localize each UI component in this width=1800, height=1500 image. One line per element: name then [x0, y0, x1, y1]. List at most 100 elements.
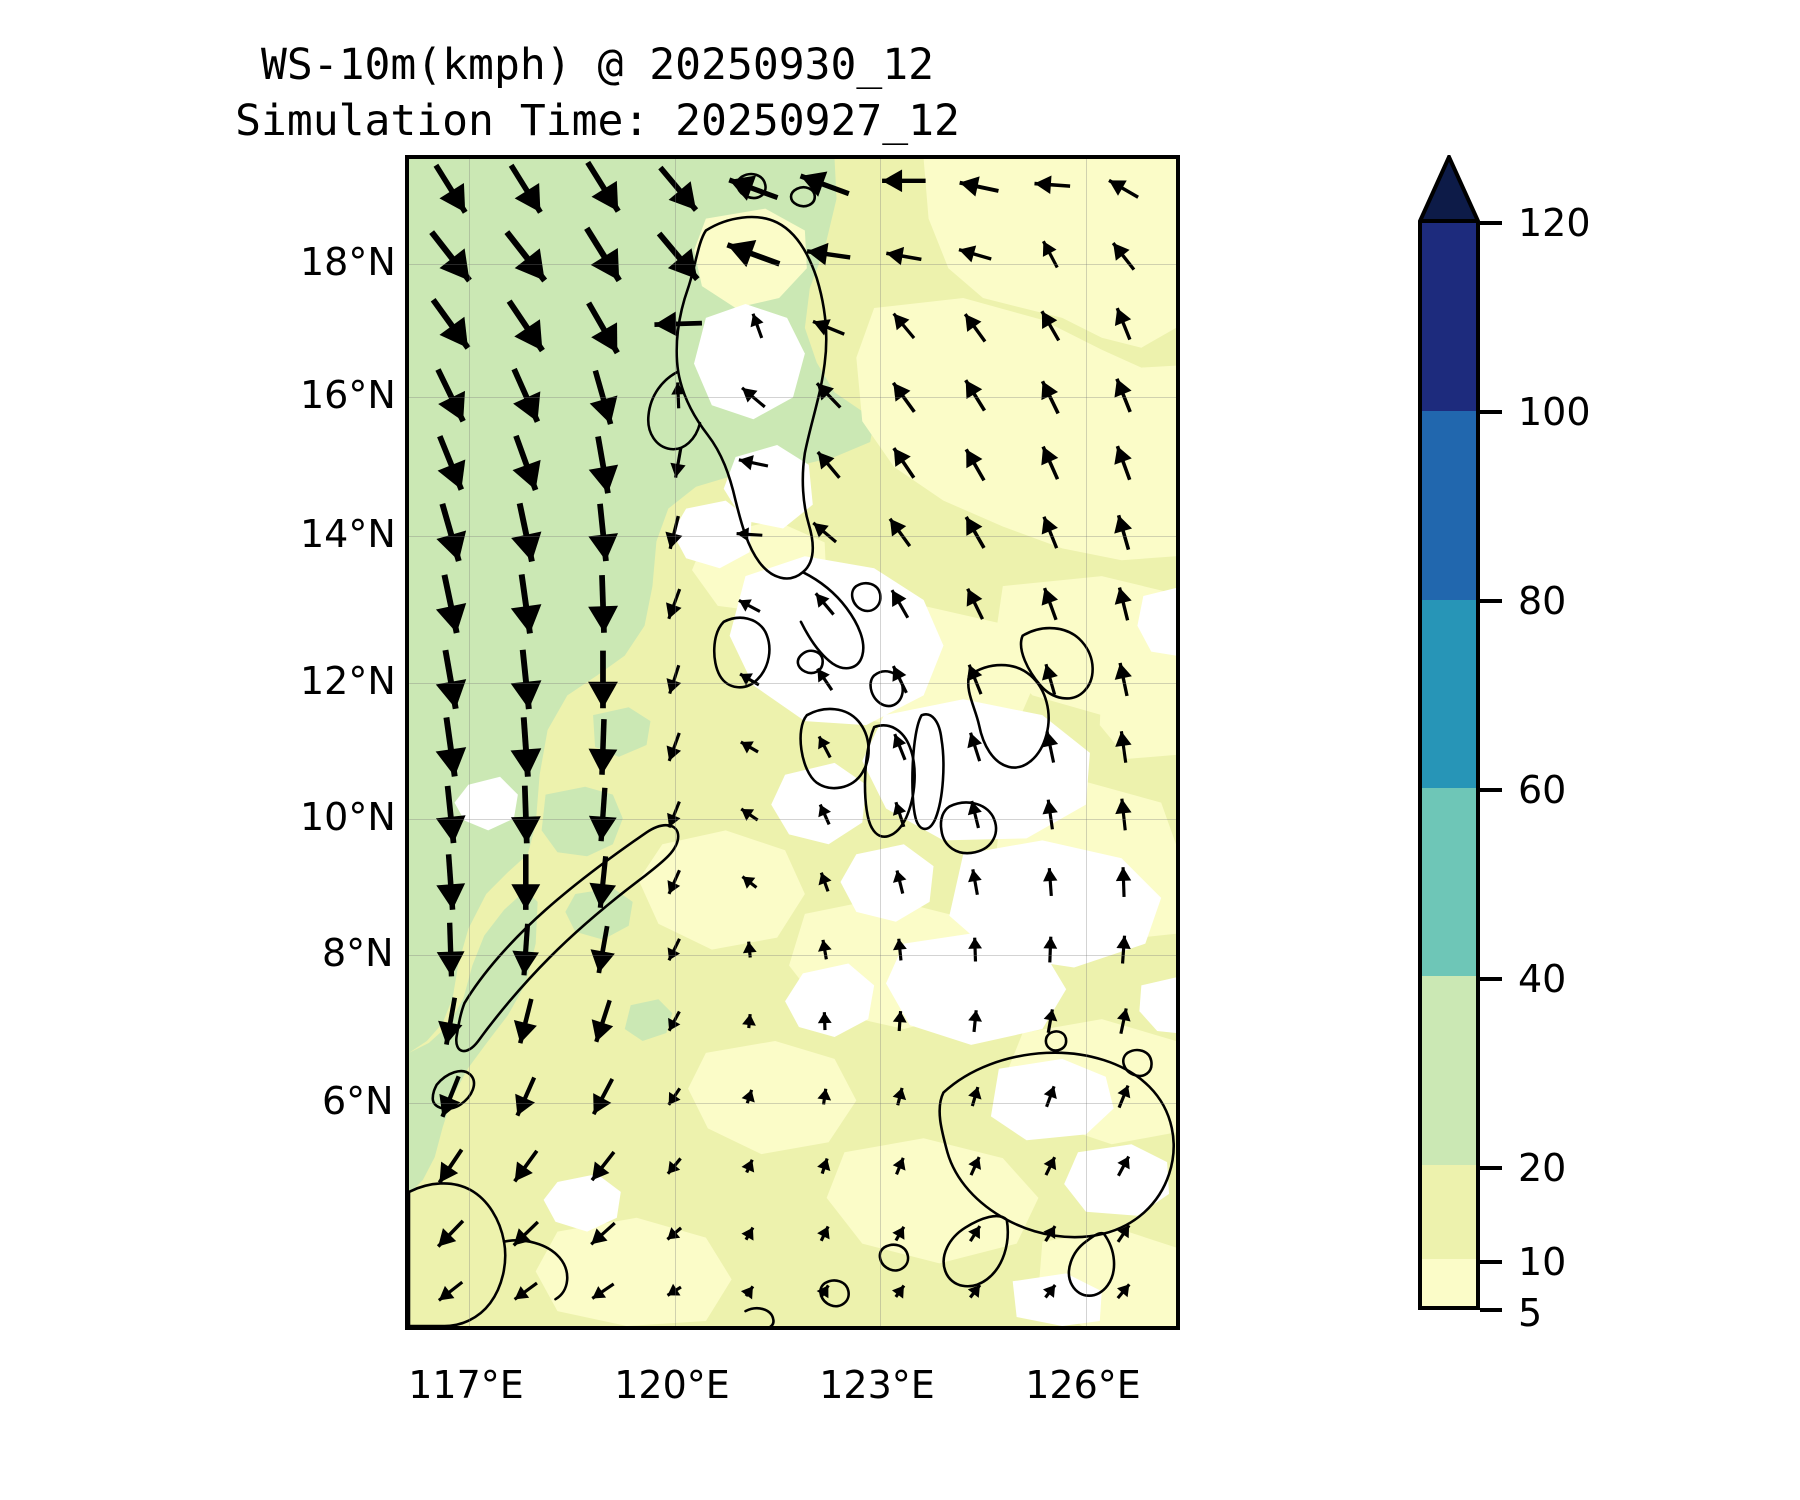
wind-arrow-head: [666, 602, 682, 619]
wind-arrow-head: [1114, 446, 1132, 465]
wind-arrow-head: [592, 1286, 607, 1299]
wind-arrow-head: [800, 171, 828, 197]
wind-arrow-head: [435, 747, 467, 777]
wind-arrow-head: [667, 880, 681, 894]
wind-arrow-head: [513, 1019, 537, 1044]
colorbar-ticklabel-100: 100: [1518, 390, 1591, 434]
wind-arrow-head: [1041, 731, 1059, 748]
wind-arrow-head: [742, 876, 756, 889]
wind-arrow-head: [435, 815, 466, 844]
wind-arrow-head: [818, 804, 831, 818]
wind-arrow-head: [1115, 798, 1132, 815]
wind-arrow-head: [588, 681, 618, 709]
wind-arrow-head: [1117, 1008, 1131, 1022]
wind-arrow-head: [891, 1285, 904, 1299]
wind-arrow-head: [436, 530, 467, 562]
wind-arrow-head: [588, 533, 619, 562]
wind-arrow-head: [741, 808, 755, 821]
figure-subtitle: Simulation Time: 20250927_12: [235, 95, 960, 146]
wind-arrow-head: [1041, 446, 1059, 466]
colorbar-ticklabel-60: 60: [1518, 768, 1567, 812]
wind-arrow-head: [667, 1160, 681, 1174]
wind-arrow-head: [1113, 243, 1130, 261]
wind-arrow-head: [729, 175, 757, 201]
wind-arrow-head: [817, 1226, 830, 1240]
wind-arrow-head: [1043, 1086, 1057, 1099]
wind-arrow-head: [438, 1020, 463, 1045]
wind-arrow-head: [593, 1093, 612, 1115]
wind-arrow-head: [817, 1012, 832, 1024]
wind-arrow-head: [667, 812, 681, 828]
wind-arrow-head: [740, 741, 754, 754]
wind-arrow-head: [670, 462, 686, 478]
wind-arrow-head: [736, 527, 749, 542]
wind-arrow-head: [438, 390, 466, 422]
page-title: WS-10m(kmph) @ 20250930_12: [260, 40, 935, 90]
wind-arrow-head: [590, 247, 620, 281]
wind-arrow-head: [818, 872, 832, 886]
colorbar-ticklabel-40: 40: [1518, 957, 1567, 1001]
wind-arrow-head: [511, 531, 542, 562]
wind-arrow-head: [513, 391, 541, 422]
wind-arrow-head: [727, 240, 757, 268]
wind-arrow-head: [816, 383, 834, 401]
wind-arrow-head: [515, 1093, 535, 1116]
wind-arrow-head: [807, 242, 829, 266]
ytick-label-16N: 16°N: [300, 373, 396, 417]
ytick-label-8N: 8°N: [322, 931, 394, 975]
wind-arrow-head: [1041, 588, 1059, 606]
wind-arrow-head: [966, 516, 983, 536]
wind-arrow-head: [510, 816, 541, 844]
colorbar-ticklabel-80: 80: [1518, 579, 1567, 623]
colorbar[interactable]: 120 100 80 60 40 20 10 5: [1418, 155, 1668, 1335]
map-plot-area[interactable]: [405, 155, 1180, 1330]
colorbar-tick-40: [1480, 977, 1502, 981]
gridline-123E: [880, 159, 881, 1326]
wind-arrow-head: [817, 1088, 832, 1101]
wind-arrow-head: [741, 1227, 754, 1241]
gridline-12N: [409, 683, 1176, 684]
wind-arrow-head: [968, 1157, 982, 1170]
wind-arrow-head: [892, 734, 907, 749]
colorbar-segment-20-40: [1422, 976, 1476, 1165]
wind-arrow-head: [892, 666, 907, 682]
colorbar-gradient-strip[interactable]: [1418, 223, 1480, 1310]
wind-arrow-head: [742, 387, 758, 403]
wind-arrow-head: [1114, 587, 1132, 605]
wind-arrow-head: [591, 322, 618, 353]
wind-arrow-head: [965, 380, 983, 400]
wind-arrow-head: [818, 736, 831, 750]
gridline-6N: [409, 1103, 1176, 1104]
wind-arrow-head: [436, 883, 466, 910]
wind-arrow-head: [591, 1228, 608, 1245]
colorbar-segment-10-20: [1422, 1164, 1476, 1259]
wind-arrow-head: [893, 382, 911, 402]
colorbar-ticklabel-120: 120: [1518, 201, 1591, 245]
gridline-126E: [1086, 159, 1087, 1326]
wind-arrow-head: [668, 1091, 681, 1105]
wind-arrow-head: [514, 1161, 533, 1182]
wind-arrow-head: [436, 951, 465, 977]
wind-arrow-head: [1043, 868, 1058, 882]
wind-arrow-head: [1041, 516, 1058, 535]
wind-arrow-head: [513, 1228, 531, 1246]
wind-arrow-head: [815, 593, 830, 608]
wind-arrow-head: [591, 1019, 614, 1042]
wind-arrow-head: [667, 1227, 681, 1240]
wind-arrow-head: [668, 1017, 681, 1031]
wind-arrow-head: [968, 1087, 982, 1100]
wind-arrow-head: [588, 815, 617, 842]
wind-arrow-head: [893, 313, 910, 331]
wind-arrow-head: [738, 455, 754, 471]
wind-arrow-head: [1114, 378, 1132, 398]
wind-arrow-head: [886, 246, 905, 266]
wind-arrow-head: [1043, 1157, 1057, 1171]
wind-arrow-head: [1042, 799, 1058, 815]
wind-arrow-head: [959, 176, 980, 197]
ytick-label-12N: 12°N: [300, 659, 396, 703]
wind-arrow-head: [741, 1089, 755, 1103]
wind-arrow-head: [438, 1228, 457, 1247]
wind-arrow-head: [1041, 311, 1058, 330]
wind-arrow-head: [590, 949, 615, 974]
wind-arrow-head: [439, 1093, 461, 1117]
